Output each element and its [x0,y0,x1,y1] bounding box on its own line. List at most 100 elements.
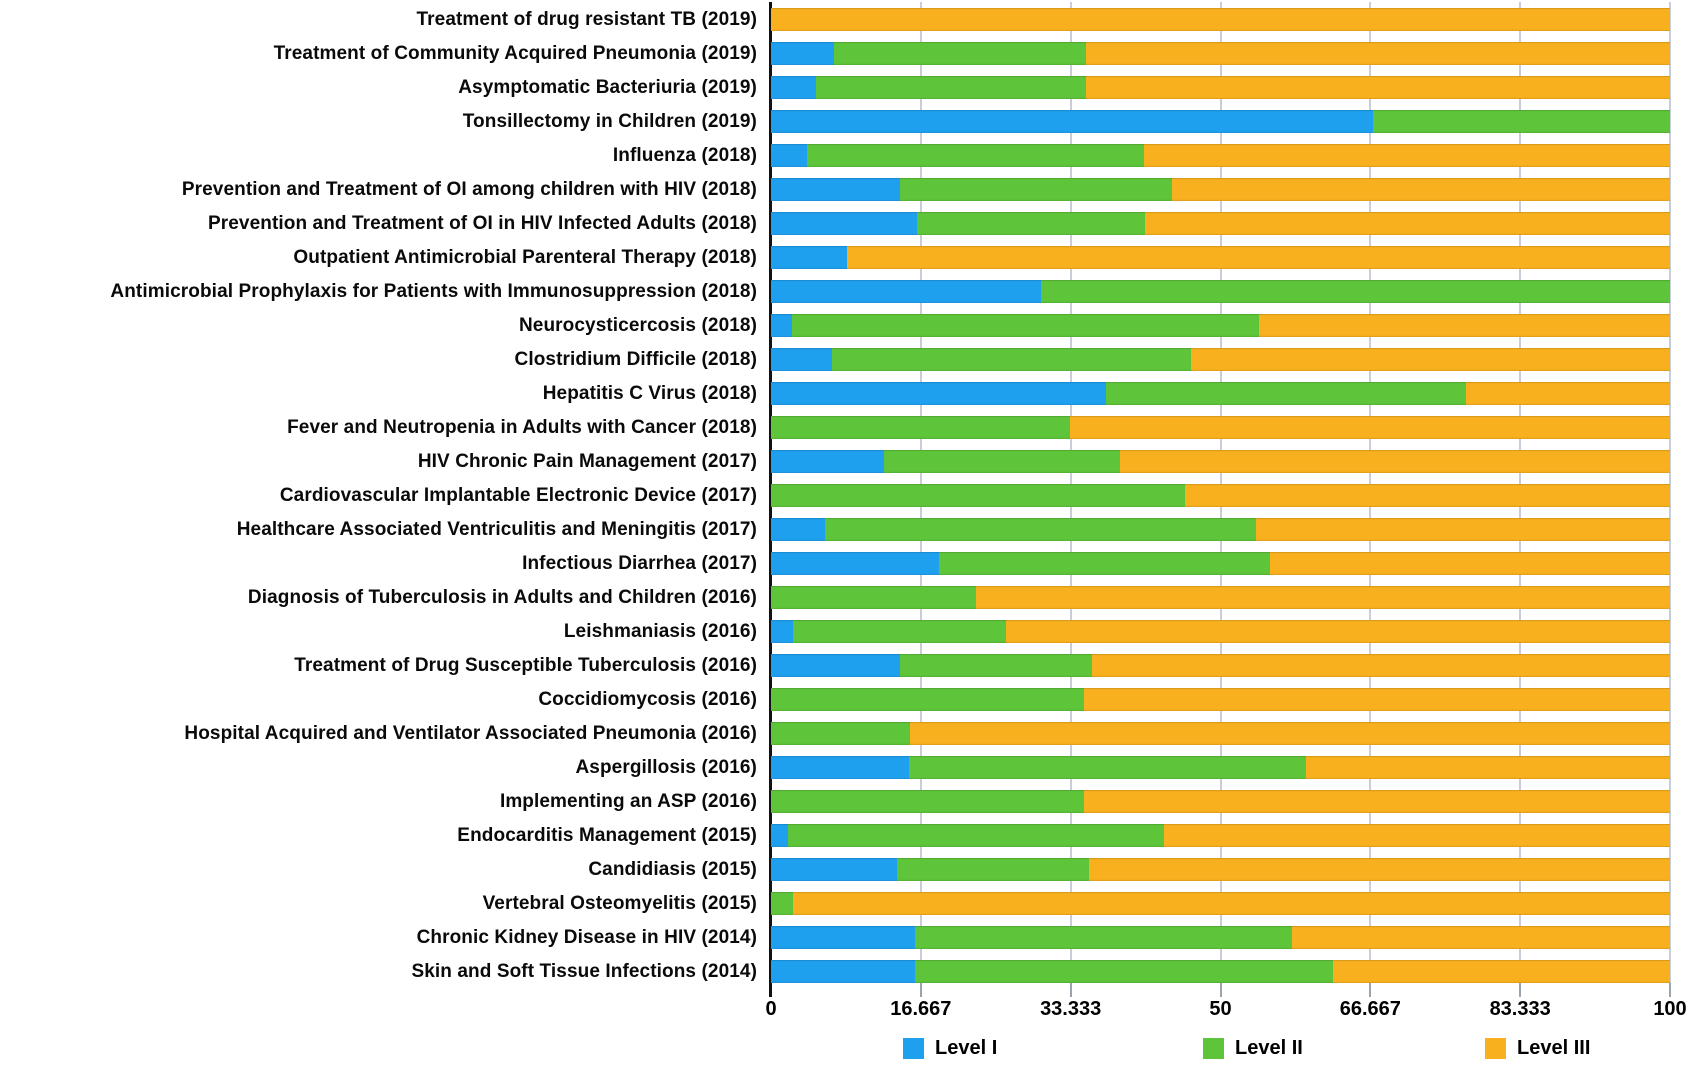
category-label: Prevention and Treatment of OI in HIV In… [207,212,757,234]
bar-segment-level-ii [771,790,1084,813]
legend-item-level-iii: Level III [1485,1036,1590,1060]
bar-row [771,722,1670,745]
bar-segment-level-ii [1373,110,1670,133]
bar-row [771,76,1670,99]
bar-segment-level-ii [908,756,1306,779]
bar-segment-level-iii [1144,144,1670,167]
bar-row [771,654,1670,677]
bar-segment-level-ii [884,450,1120,473]
bar-segment-level-i [771,314,792,337]
bar-segment-level-iii [1085,76,1670,99]
bar-segment-level-ii [1040,280,1670,303]
x-tick-label: 50 [1209,998,1232,1020]
bar-segment-level-ii [771,722,911,745]
category-label: Treatment of Community Acquired Pneumoni… [273,42,757,64]
bar-segment-level-i [771,960,915,983]
x-axis-tick [1219,983,1222,997]
x-axis-tick [919,983,922,997]
legend-label: Level III [1517,1036,1591,1059]
bar-segment-level-ii [824,518,1257,541]
bar-row [771,518,1670,541]
category-label: Coccidiomycosis (2016) [538,688,757,710]
category-label: Candidiasis (2015) [588,858,757,880]
bar-segment-level-i [771,382,1107,405]
category-label: Implementing an ASP (2016) [499,790,757,812]
bar-segment-level-iii [1190,348,1670,371]
category-label: Infectious Diarrhea (2017) [522,552,757,574]
bar-segment-level-i [771,178,900,201]
bar-segment-level-iii [1085,42,1670,65]
bar-segment-level-iii [846,246,1670,269]
bar-segment-level-i [771,450,885,473]
x-tick-label: 83.333 [1489,998,1551,1020]
category-label: Fever and Neutropenia in Adults with Can… [287,416,757,438]
x-tick-label: 16.667 [890,998,952,1020]
bar-segment-level-iii [771,8,1670,31]
bar-segment-level-i [771,926,915,949]
category-label: Aspergillosis (2016) [575,756,757,778]
bar-segment-level-ii [791,314,1260,337]
bar-segment-level-i [771,552,940,575]
bar-segment-level-ii [788,824,1164,847]
bar-row [771,314,1670,337]
bar-row [771,824,1670,847]
bar-segment-level-i [771,144,807,167]
x-axis-tick [1369,983,1372,997]
bar-segment-level-iii [1083,790,1670,813]
bar-row [771,484,1670,507]
bar-segment-level-iii [1292,926,1670,949]
category-label: Treatment of Drug Susceptible Tuberculos… [294,654,757,676]
bar-segment-level-i [771,824,789,847]
bar-segment-level-i [771,76,816,99]
x-axis-tick [1069,983,1072,997]
bar-row [771,892,1670,915]
bar-segment-level-ii [771,586,976,609]
category-label: Outpatient Antimicrobial Parenteral Ther… [293,246,757,268]
bar-segment-level-ii [899,178,1172,201]
bar-row [771,42,1670,65]
bar-segment-level-i [771,42,834,65]
bar-segment-level-ii [833,42,1086,65]
bar-row [771,756,1670,779]
category-label: Endocarditis Management (2015) [457,824,757,846]
legend-item-level-ii: Level II [1203,1036,1303,1060]
bar-segment-level-ii [806,144,1145,167]
bar-segment-level-iii [1070,416,1670,439]
category-label: Influenza (2018) [612,144,757,166]
bar-segment-level-ii [916,212,1145,235]
x-axis-tick [1519,983,1522,997]
bar-row [771,416,1670,439]
bar-segment-level-ii [771,484,1185,507]
bar-segment-level-i [771,110,1374,133]
bar-segment-level-iii [1256,518,1670,541]
bar-segment-level-ii [793,620,1006,643]
bar-segment-level-ii [896,858,1090,881]
bar-row [771,688,1670,711]
category-label: Skin and Soft Tissue Infections (2014) [411,960,757,982]
bar-row [771,858,1670,881]
bar-row [771,178,1670,201]
category-label: Neurocysticercosis (2018) [518,314,757,336]
x-axis-tick [1669,983,1671,997]
bar-row [771,450,1670,473]
bar-row [771,620,1670,643]
legend-swatch-level-iii [1485,1037,1506,1059]
bar-segment-level-iii [1005,620,1670,643]
bar-segment-level-iii [1144,212,1670,235]
bar-segment-level-iii [1091,654,1670,677]
bar-segment-level-i [771,212,917,235]
bar-segment-level-iii [1332,960,1670,983]
bar-row [771,926,1670,949]
bar-segment-level-ii [771,416,1071,439]
bar-segment-level-ii [815,76,1086,99]
category-label: Cardiovascular Implantable Electronic De… [279,484,757,506]
bar-segment-level-iii [1184,484,1670,507]
x-tick-label: 0 [765,998,777,1020]
legend-swatch-level-i [903,1037,924,1059]
bar-segment-level-ii [1106,382,1466,405]
bar-segment-level-iii [1305,756,1670,779]
bar-segment-level-i [771,348,833,371]
category-label: Vertebral Osteomyelitis (2015) [482,892,757,914]
category-label: Clostridium Difficile (2018) [514,348,757,370]
